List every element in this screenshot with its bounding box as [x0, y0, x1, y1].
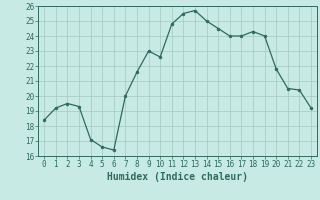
X-axis label: Humidex (Indice chaleur): Humidex (Indice chaleur)	[107, 172, 248, 182]
